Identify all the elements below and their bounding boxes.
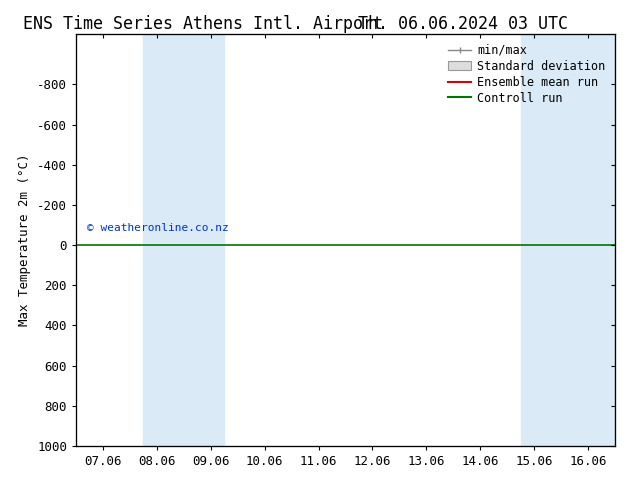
- Text: ENS Time Series Athens Intl. Airport: ENS Time Series Athens Intl. Airport: [23, 15, 383, 33]
- Y-axis label: Max Temperature 2m (°C): Max Temperature 2m (°C): [18, 154, 32, 326]
- Text: Th. 06.06.2024 03 UTC: Th. 06.06.2024 03 UTC: [358, 15, 568, 33]
- Legend: min/max, Standard deviation, Ensemble mean run, Controll run: min/max, Standard deviation, Ensemble me…: [444, 40, 609, 108]
- Text: © weatheronline.co.nz: © weatheronline.co.nz: [87, 223, 229, 233]
- Bar: [143, 34, 224, 446]
- Bar: [521, 34, 615, 446]
